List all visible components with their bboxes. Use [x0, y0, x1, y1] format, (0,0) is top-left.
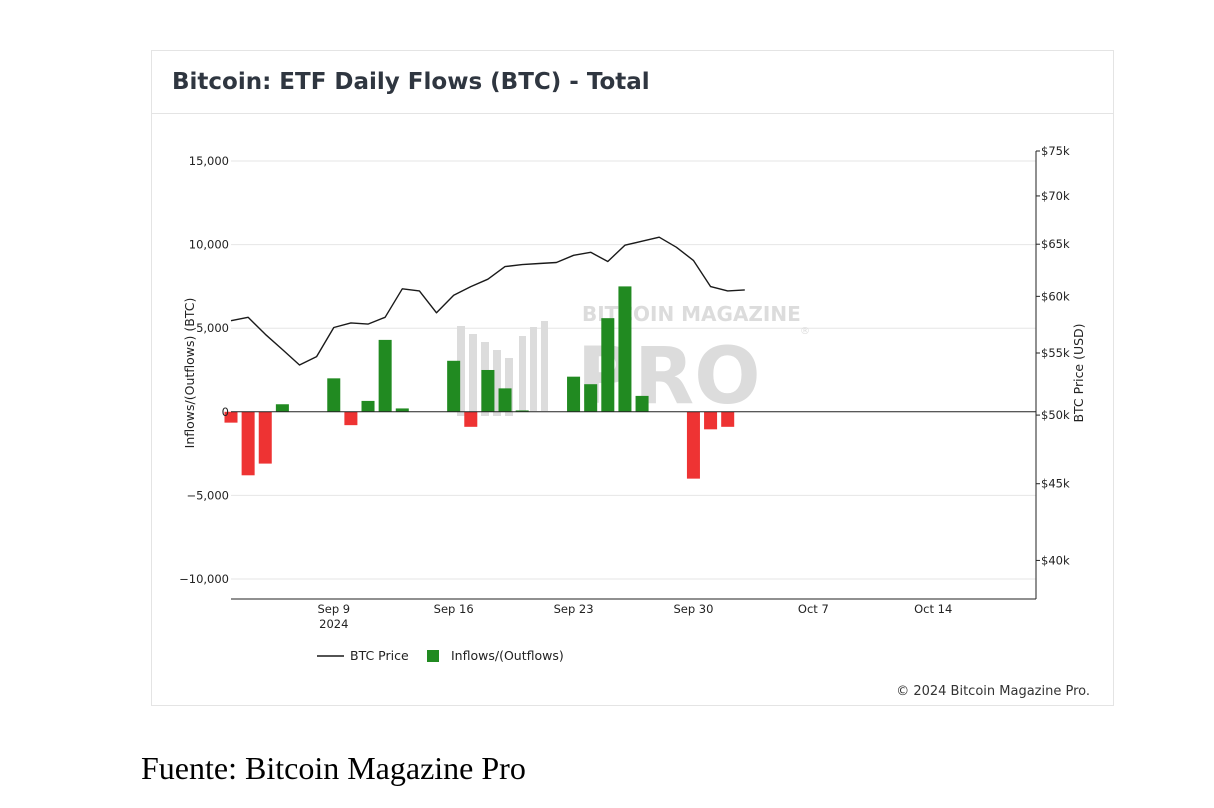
x-tick-year-label: 2024	[319, 617, 348, 631]
x-tick-label: Oct 7	[798, 602, 829, 616]
chart-title: Bitcoin: ETF Daily Flows (BTC) - Total	[172, 69, 650, 95]
axes	[231, 151, 1037, 600]
card-header: Bitcoin: ETF Daily Flows (BTC) - Total	[152, 51, 1113, 114]
flow-bar	[344, 411, 358, 426]
source-caption: Fuente: Bitcoin Magazine Pro	[141, 750, 526, 786]
x-tick-label: Sep 9	[317, 602, 350, 616]
y-tick-label: 15,000	[189, 154, 229, 168]
x-tick-label: Oct 14	[914, 602, 952, 616]
y2-tick-label: $75k	[1041, 144, 1070, 158]
watermark-registered-mark: ®	[800, 326, 810, 337]
flow-bar	[258, 411, 272, 464]
etf-flows-chart: BITCOIN MAGAZINE PRO ® 15,00010,0005,000…	[179, 144, 1086, 663]
price-line-layer	[230, 236, 745, 366]
flow-bar	[498, 388, 512, 412]
flow-bar	[567, 376, 581, 412]
legend-flows-swatch	[427, 650, 439, 662]
legend-label-price: BTC Price	[350, 648, 409, 663]
y-axis-title: Inflows/(Outflows) (BTC)	[182, 298, 197, 449]
flow-bar	[635, 395, 649, 412]
y-tick-label: −5,000	[186, 488, 229, 502]
watermark-top-text: BITCOIN MAGAZINE	[582, 302, 801, 326]
y2-tick-label: $55k	[1041, 346, 1070, 360]
flow-bar	[618, 286, 632, 412]
btc-price-line	[230, 236, 745, 366]
flow-bar	[686, 411, 700, 479]
flow-bar	[584, 384, 598, 412]
y-tick-label: 0	[222, 405, 229, 419]
flow-bar	[447, 360, 461, 412]
y2-tick-label: $40k	[1041, 553, 1070, 567]
flow-bar	[361, 400, 375, 412]
y2-tick-label: $70k	[1041, 189, 1070, 203]
x-tick-label: Sep 23	[554, 602, 594, 616]
y-tick-label: 10,000	[189, 238, 229, 252]
flow-bar	[721, 411, 735, 427]
flow-bar	[241, 411, 255, 476]
y2-tick-label: $50k	[1041, 408, 1070, 422]
flow-bar	[515, 410, 529, 412]
legend-label-flows: Inflows/(Outflows)	[451, 648, 564, 663]
y2-tick-label: $45k	[1041, 477, 1070, 491]
x-tick-label: Sep 16	[434, 602, 474, 616]
y-tick-label: 5,000	[196, 321, 229, 335]
flow-bar	[481, 369, 495, 412]
y2-tick-label: $60k	[1041, 289, 1070, 303]
flow-bar	[275, 404, 289, 412]
y2-axis-title: BTC Price (USD)	[1071, 323, 1086, 422]
y2-tick-label: $65k	[1041, 237, 1070, 251]
y-tick-label: −10,000	[179, 572, 229, 586]
flow-bar	[464, 411, 478, 427]
flow-bar	[378, 339, 392, 412]
flow-bar	[601, 318, 615, 412]
gridlines	[231, 160, 1036, 580]
tick-labels: 15,000 10,000 5,000 0 −5,000 −10,000 $75k $70k $…	[179, 144, 1070, 631]
x-tick-label: Sep 30	[673, 602, 713, 616]
flow-bars	[224, 286, 735, 479]
legend: BTC Price Inflows/(Outflows)	[317, 648, 564, 663]
copyright-notice: © 2024 Bitcoin Magazine Pro.	[896, 684, 1090, 699]
flow-bar	[395, 408, 409, 412]
flow-bar	[327, 378, 341, 412]
chart-card: Bitcoin: ETF Daily Flows (BTC) - Total B…	[151, 50, 1114, 706]
flow-bar	[704, 411, 718, 430]
flow-bar	[224, 411, 238, 423]
